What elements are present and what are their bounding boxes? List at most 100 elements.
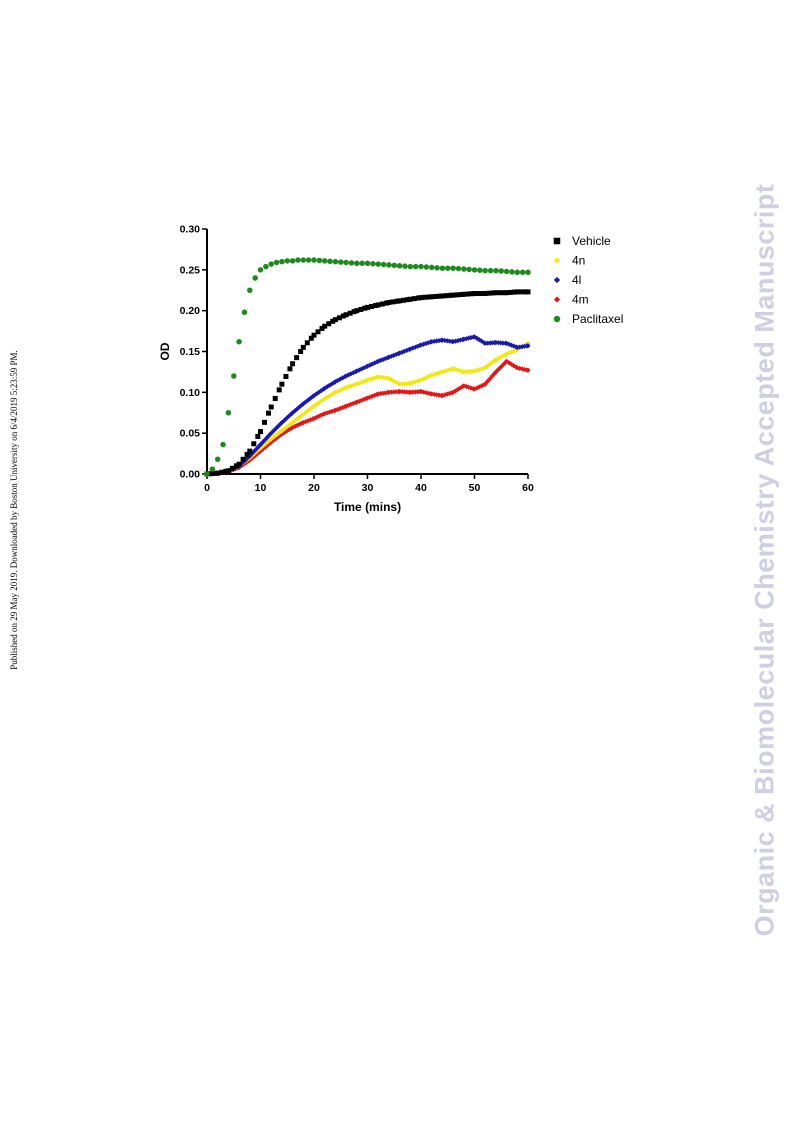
data-point — [439, 393, 445, 399]
data-point — [519, 366, 525, 372]
data-point — [508, 349, 515, 355]
data-point — [209, 466, 216, 472]
data-point — [324, 384, 330, 390]
data-point — [511, 343, 517, 349]
data-point — [215, 470, 221, 476]
data-point — [493, 369, 499, 375]
data-point — [390, 299, 396, 305]
data-point — [322, 396, 328, 402]
od-time-chart: 0.00 0.05 0.10 0.15 0.20 0.25 0.30 0 10 20 30 40 50 6… — [158, 224, 623, 515]
data-point — [522, 289, 528, 295]
data-point — [271, 428, 277, 434]
data-point — [279, 419, 285, 426]
data-point — [284, 258, 290, 264]
data-point — [512, 289, 518, 295]
data-point — [443, 293, 449, 299]
data-point — [361, 365, 367, 371]
data-point — [204, 471, 210, 477]
data-point — [322, 323, 328, 329]
legend-label: 4m — [572, 293, 589, 307]
data-point — [359, 260, 365, 267]
legend-label: Paclitaxel — [572, 312, 623, 326]
data-point — [380, 374, 386, 381]
x-tick-label: 60 — [522, 482, 534, 494]
data-point — [414, 343, 421, 349]
data-point — [287, 366, 293, 372]
y-tick-label: 0.25 — [180, 264, 201, 276]
data-point — [214, 456, 221, 463]
data-point — [212, 470, 218, 476]
data-point — [461, 266, 467, 272]
data-point — [493, 357, 499, 363]
data-point — [240, 456, 246, 462]
data-point — [386, 375, 392, 382]
x-tick-label: 30 — [362, 482, 374, 494]
data-point — [511, 348, 517, 354]
data-point — [386, 262, 392, 268]
data-point — [439, 293, 445, 299]
y-tick-label: 0.30 — [180, 224, 201, 236]
data-point — [391, 352, 397, 358]
data-point — [260, 443, 266, 449]
data-point — [311, 257, 317, 263]
data-point — [519, 269, 526, 276]
y-tick-label: 0.05 — [180, 428, 201, 440]
data-point — [290, 424, 296, 431]
data-point — [236, 461, 242, 467]
series-paclitaxel — [204, 257, 531, 477]
data-point — [367, 394, 373, 400]
legend-item-4n: 4n — [553, 254, 585, 268]
data-point — [354, 399, 360, 405]
data-point — [311, 332, 317, 338]
data-point — [503, 268, 510, 275]
data-point — [257, 267, 264, 273]
data-point — [411, 296, 417, 302]
data-point — [472, 291, 477, 297]
data-point — [336, 315, 342, 321]
data-point — [327, 258, 333, 265]
data-point — [410, 380, 416, 386]
data-point — [337, 405, 343, 412]
legend-marker — [553, 257, 561, 264]
data-point — [504, 358, 510, 364]
data-point — [303, 419, 309, 425]
data-point — [233, 463, 239, 469]
data-point — [482, 365, 488, 371]
data-point — [315, 329, 321, 335]
data-point — [354, 260, 360, 267]
legend-item-4m: 4m — [553, 293, 589, 307]
data-point — [463, 383, 469, 390]
data-point — [407, 346, 413, 352]
data-point — [307, 406, 314, 412]
data-point — [514, 289, 520, 295]
data-point — [276, 387, 282, 393]
data-point — [236, 338, 242, 345]
data-point — [450, 265, 456, 271]
chart-legend: Vehicle 4n 4l 4m Paclitaxel — [553, 234, 623, 326]
data-point — [383, 300, 389, 306]
legend-marker — [553, 237, 561, 245]
data-point — [509, 269, 515, 275]
data-point — [260, 446, 266, 452]
data-point — [466, 384, 472, 390]
data-point — [444, 367, 450, 374]
data-point — [514, 344, 520, 351]
x-tick-label: 20 — [308, 482, 320, 494]
data-point — [458, 292, 464, 298]
data-point — [241, 309, 248, 316]
data-point — [415, 295, 421, 301]
data-point — [338, 259, 344, 265]
data-point — [300, 344, 306, 350]
data-point — [482, 291, 488, 297]
data-point — [493, 267, 499, 274]
data-point — [519, 344, 525, 350]
data-point — [436, 392, 442, 398]
data-point — [433, 293, 439, 299]
legend-label: 4n — [572, 254, 585, 268]
y-tick-label: 0.10 — [180, 387, 201, 399]
data-point — [450, 292, 456, 298]
data-point — [463, 336, 469, 342]
data-point — [375, 261, 381, 267]
data-point — [313, 401, 320, 408]
data-point — [412, 263, 419, 270]
